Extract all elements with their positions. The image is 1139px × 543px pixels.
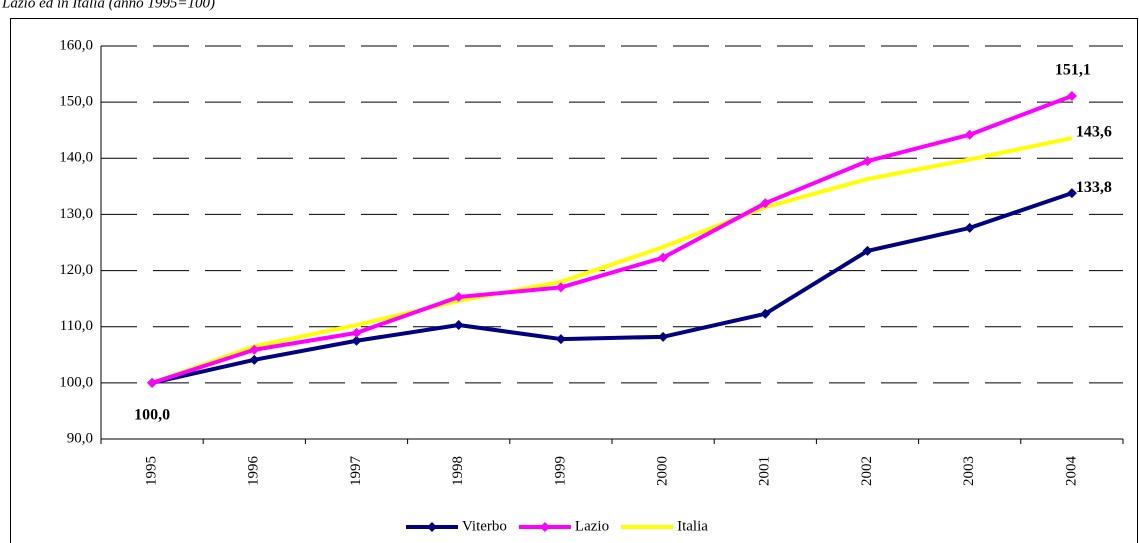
value-label: 151,1 <box>1055 62 1091 79</box>
point-marker <box>658 331 669 342</box>
point-marker <box>760 198 771 209</box>
point-marker <box>249 344 260 355</box>
x-tick-label: 2003 <box>961 456 977 486</box>
point-marker <box>862 156 873 167</box>
point-marker <box>760 308 771 319</box>
x-tick-label: 2004 <box>1063 456 1079 487</box>
x-tick-label: 1996 <box>246 456 262 487</box>
point-marker <box>351 335 362 346</box>
x-tick-label: 2000 <box>655 456 671 486</box>
y-tick-label: 160,0 <box>59 37 93 53</box>
chart-subtitle: Lazio ed in Italia (anno 1995=100) <box>1 0 215 11</box>
y-tick-label: 130,0 <box>59 206 93 222</box>
point-marker <box>351 327 362 338</box>
value-label: 133,8 <box>1076 179 1112 196</box>
x-tick-label: 1999 <box>552 456 568 486</box>
x-tick-label: 2001 <box>757 456 773 486</box>
point-marker <box>555 282 566 293</box>
legend-marker <box>427 522 437 532</box>
y-tick-label: 110,0 <box>60 318 93 334</box>
point-marker <box>964 222 975 233</box>
legend-label: Italia <box>677 518 708 534</box>
point-marker <box>453 291 464 302</box>
x-tick-label: 1997 <box>348 456 364 487</box>
y-tick-label: 100,0 <box>59 374 93 390</box>
y-tick-label: 140,0 <box>59 150 93 166</box>
point-marker <box>147 377 158 388</box>
point-marker <box>453 320 464 331</box>
y-tick-label: 120,0 <box>59 262 93 278</box>
legend-label: Viterbo <box>462 518 507 534</box>
chart-frame <box>10 18 1138 543</box>
legend-marker <box>539 522 550 532</box>
point-marker <box>1066 188 1077 199</box>
series-line <box>151 191 1073 385</box>
series-line <box>151 136 1073 385</box>
y-tick-label: 90,0 <box>67 430 93 446</box>
point-marker <box>555 334 566 345</box>
point-marker <box>249 354 260 365</box>
series-line <box>151 94 1073 385</box>
x-tick-label: 1998 <box>450 456 466 486</box>
x-tick-label: 2002 <box>859 456 875 486</box>
x-tick-label: 1995 <box>144 456 160 486</box>
point-marker <box>862 245 873 256</box>
legend-label: Lazio <box>575 518 609 534</box>
value-label: 143,6 <box>1076 124 1112 141</box>
point-marker <box>1066 90 1077 101</box>
y-tick-label: 150,0 <box>59 94 93 110</box>
point-marker <box>964 129 975 140</box>
value-label: 100,0 <box>134 407 170 424</box>
point-marker <box>658 252 669 263</box>
